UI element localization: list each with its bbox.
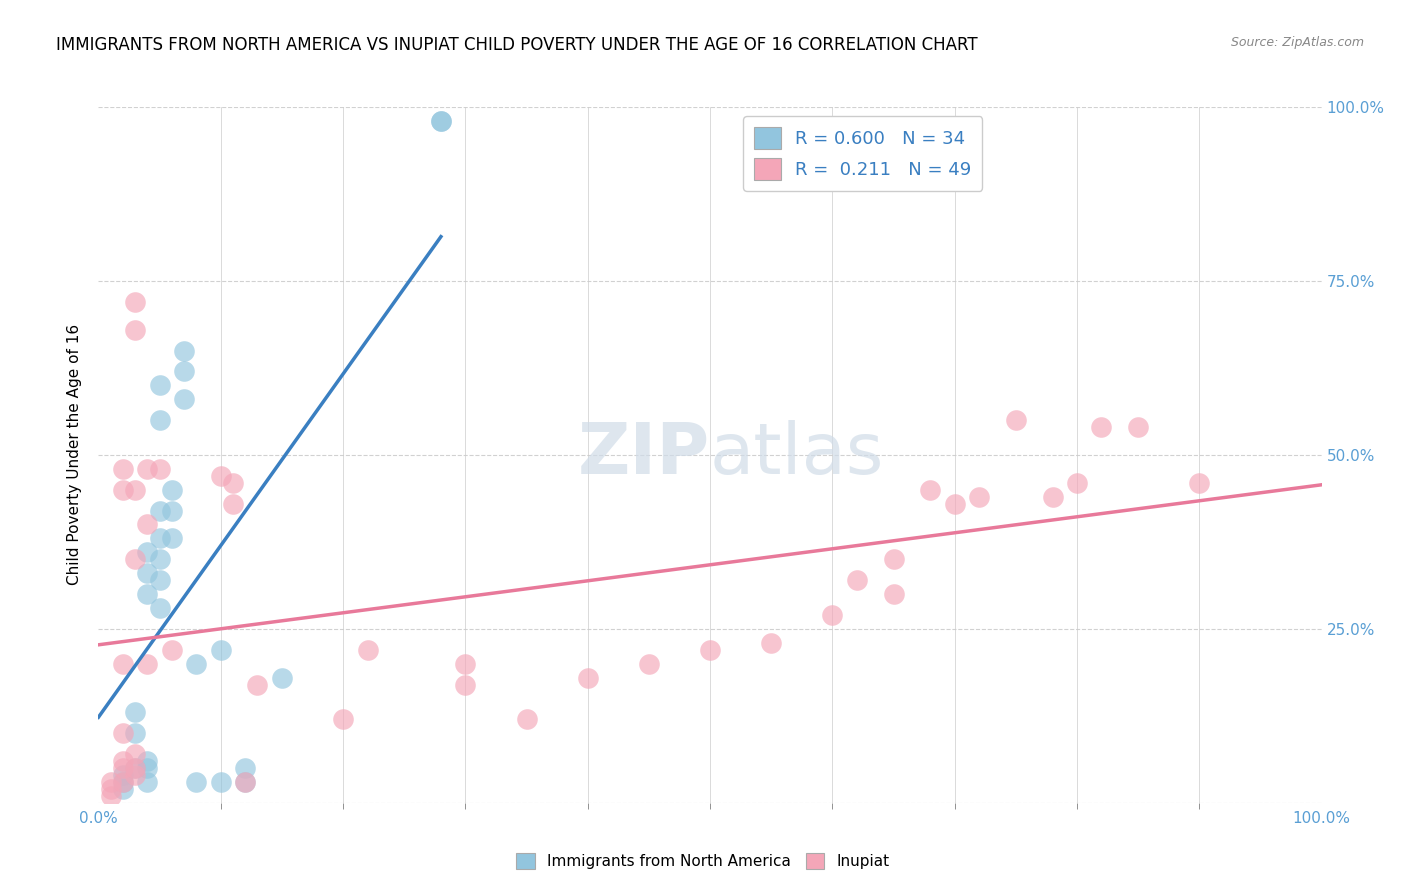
Point	[883, 552, 905, 566]
Point	[149, 601, 172, 615]
Point	[1188, 475, 1211, 490]
Point	[233, 761, 256, 775]
Point	[149, 573, 172, 587]
Point	[111, 754, 134, 768]
Point	[149, 413, 172, 427]
Point	[209, 775, 232, 789]
Point	[209, 642, 232, 657]
Point	[111, 768, 134, 782]
Point	[1042, 490, 1064, 504]
Point	[136, 517, 159, 532]
Point	[759, 636, 782, 650]
Point	[100, 789, 122, 803]
Point	[124, 726, 146, 740]
Point	[270, 671, 292, 685]
Point	[920, 483, 942, 497]
Point	[100, 775, 122, 789]
Point	[1128, 420, 1150, 434]
Point	[111, 775, 134, 789]
Y-axis label: Child Poverty Under the Age of 16: Child Poverty Under the Age of 16	[67, 325, 83, 585]
Point	[699, 642, 721, 657]
Point	[111, 775, 134, 789]
Point	[1090, 420, 1112, 434]
Point	[149, 462, 172, 476]
Point	[454, 657, 477, 671]
Point	[136, 587, 159, 601]
Text: Source: ZipAtlas.com: Source: ZipAtlas.com	[1230, 36, 1364, 49]
Point	[136, 657, 159, 671]
Point	[233, 775, 256, 789]
Point	[124, 323, 146, 337]
Point	[149, 532, 172, 546]
Point	[186, 775, 208, 789]
Point	[883, 587, 905, 601]
Point	[160, 642, 183, 657]
Point	[136, 545, 159, 559]
Text: IMMIGRANTS FROM NORTH AMERICA VS INUPIAT CHILD POVERTY UNDER THE AGE OF 16 CORRE: IMMIGRANTS FROM NORTH AMERICA VS INUPIAT…	[56, 36, 977, 54]
Point	[332, 712, 354, 726]
Text: ZIP: ZIP	[578, 420, 710, 490]
Point	[160, 503, 183, 517]
Point	[1066, 475, 1088, 490]
Point	[222, 475, 245, 490]
Point	[173, 392, 195, 407]
Point	[160, 483, 183, 497]
Point	[136, 775, 159, 789]
Point	[124, 483, 146, 497]
Point	[845, 573, 868, 587]
Point	[124, 761, 146, 775]
Point	[233, 775, 256, 789]
Point	[124, 706, 146, 720]
Point	[136, 566, 159, 581]
Legend: Immigrants from North America, Inupiat: Immigrants from North America, Inupiat	[510, 847, 896, 875]
Point	[124, 294, 146, 309]
Point	[124, 552, 146, 566]
Point	[454, 677, 477, 691]
Point	[111, 462, 134, 476]
Point	[136, 462, 159, 476]
Point	[821, 607, 844, 622]
Point	[209, 468, 232, 483]
Point	[246, 677, 269, 691]
Point	[943, 497, 966, 511]
Point	[111, 761, 134, 775]
Point	[173, 364, 195, 378]
Point	[111, 483, 134, 497]
Point	[124, 768, 146, 782]
Point	[160, 532, 183, 546]
Point	[136, 754, 159, 768]
Point	[149, 552, 172, 566]
Point	[149, 378, 172, 392]
Point	[1004, 413, 1026, 427]
Point	[430, 114, 453, 128]
Point	[967, 490, 990, 504]
Point	[186, 657, 208, 671]
Legend: R = 0.600   N = 34, R =  0.211   N = 49: R = 0.600 N = 34, R = 0.211 N = 49	[742, 116, 983, 191]
Point	[124, 761, 146, 775]
Point	[111, 781, 134, 796]
Point	[100, 781, 122, 796]
Point	[173, 343, 195, 358]
Point	[430, 114, 453, 128]
Point	[136, 761, 159, 775]
Point	[222, 497, 245, 511]
Point	[111, 657, 134, 671]
Point	[356, 642, 378, 657]
Point	[124, 747, 146, 761]
Text: atlas: atlas	[710, 420, 884, 490]
Point	[516, 712, 538, 726]
Point	[111, 726, 134, 740]
Point	[637, 657, 661, 671]
Point	[576, 671, 599, 685]
Point	[149, 503, 172, 517]
